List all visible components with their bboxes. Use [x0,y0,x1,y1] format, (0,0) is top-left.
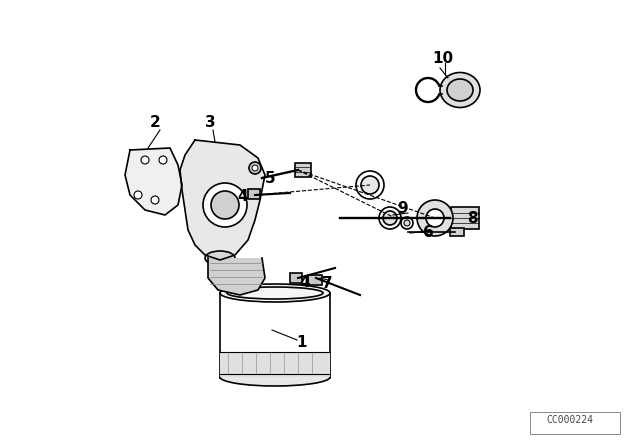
Bar [295,163,311,177]
Text: 7: 7 [322,276,332,290]
Ellipse shape [361,176,379,194]
Circle shape [252,165,258,171]
Polygon shape [125,148,182,215]
FancyBboxPatch shape [451,207,479,229]
Circle shape [159,156,167,164]
Text: 8: 8 [467,211,477,225]
Circle shape [203,183,247,227]
Bar [450,228,464,236]
Ellipse shape [383,211,397,225]
Text: 1: 1 [297,335,307,349]
Circle shape [151,196,159,204]
Text: 2: 2 [150,115,161,129]
Text: 10: 10 [433,51,454,65]
Circle shape [417,200,453,236]
Ellipse shape [401,217,413,229]
Text: 9: 9 [397,201,408,215]
Text: 4: 4 [300,275,310,289]
Bar [308,275,322,285]
Bar [290,273,302,283]
Circle shape [249,162,261,174]
Ellipse shape [220,284,330,302]
Circle shape [134,191,142,199]
Bar [530,412,620,434]
Text: 6: 6 [422,224,433,240]
Text: 3: 3 [205,115,215,129]
Bar [248,189,260,199]
Text: 5: 5 [265,171,275,185]
Circle shape [141,156,149,164]
Ellipse shape [404,220,410,226]
Bar [220,352,330,377]
Ellipse shape [205,251,235,265]
Circle shape [211,191,239,219]
Text: 4: 4 [237,189,248,203]
Ellipse shape [220,368,330,386]
Ellipse shape [356,171,384,199]
Ellipse shape [447,79,473,101]
Ellipse shape [440,73,480,108]
Text: CC000224: CC000224 [547,415,593,425]
Bar [220,293,330,378]
Polygon shape [208,258,265,295]
Ellipse shape [379,207,401,229]
Polygon shape [180,140,265,260]
Circle shape [426,209,444,227]
